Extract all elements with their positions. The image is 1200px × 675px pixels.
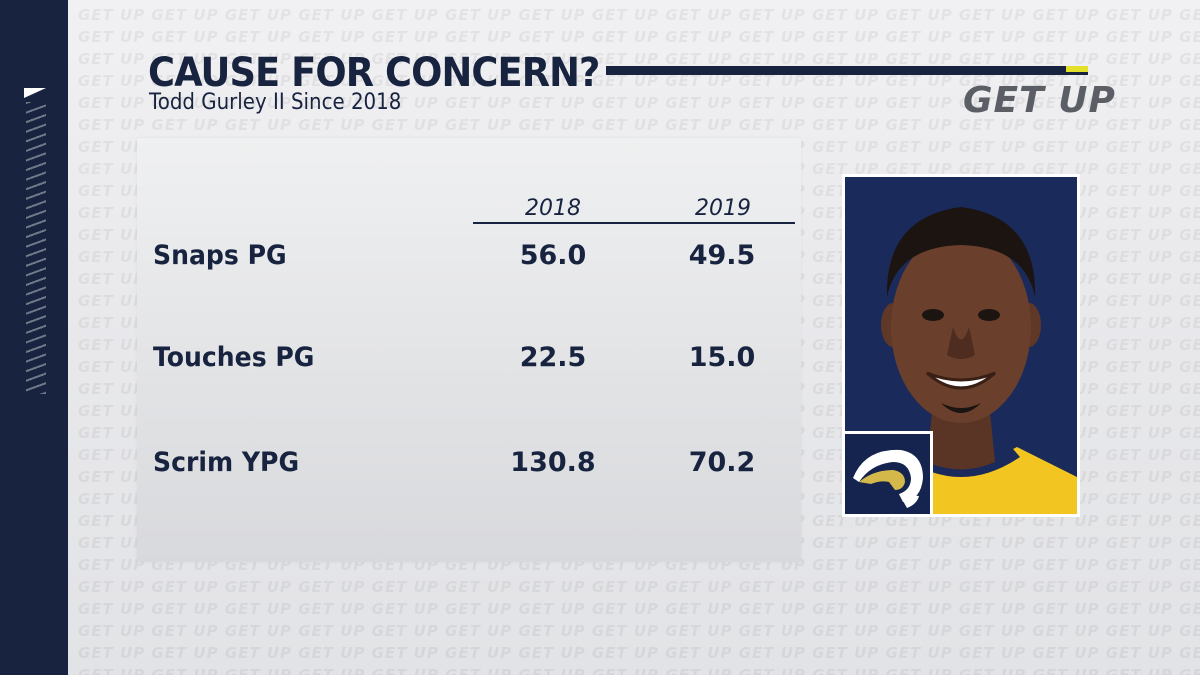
row-label-touches: Touches PG — [153, 342, 315, 373]
cell-touches-2018: 22.5 — [519, 342, 587, 373]
cell-snaps-2018: 56.0 — [519, 240, 587, 271]
graphic-title: CAUSE FOR CONCERN? — [148, 50, 600, 96]
player-headshot-icon — [845, 177, 1077, 514]
column-header-2018: 2018 — [525, 196, 581, 221]
row-label-snaps: Snaps PG — [153, 240, 287, 271]
team-logo-box — [845, 431, 933, 514]
stats-panel — [137, 138, 801, 562]
cell-scrimmage-2018: 130.8 — [510, 447, 596, 478]
title-rule — [606, 66, 1088, 75]
row-label-scrimmage: Scrim YPG — [153, 447, 300, 478]
cell-scrimmage-2019: 70.2 — [688, 447, 756, 478]
strip-accent-triangle — [24, 88, 46, 98]
player-headshot-illustration — [881, 207, 1077, 514]
column-header-rule — [473, 222, 795, 224]
cell-snaps-2019: 49.5 — [688, 240, 756, 271]
column-header-2019: 2019 — [695, 196, 751, 221]
strip-diagonal-pattern — [26, 102, 46, 394]
cell-touches-2019: 15.0 — [688, 342, 756, 373]
title-rule-accent — [1066, 66, 1088, 72]
left-side-strip — [0, 0, 68, 675]
graphic-subtitle: Todd Gurley II Since 2018 — [149, 90, 402, 115]
player-photo-card — [842, 174, 1080, 517]
show-brand-logo: GET UP — [963, 80, 1116, 121]
rams-horn-logo-icon — [853, 449, 923, 508]
